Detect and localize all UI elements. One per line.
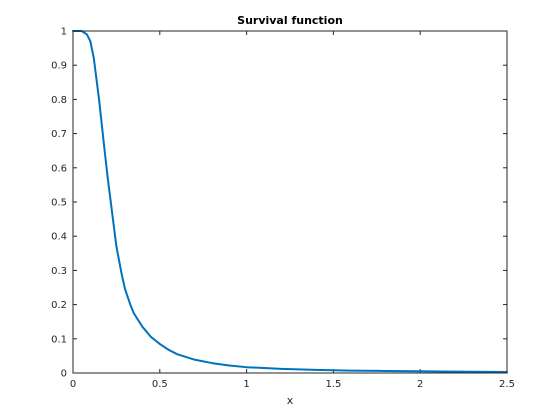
x-tick-label: 2 xyxy=(417,379,423,390)
y-tick-label: 0.9 xyxy=(51,61,67,72)
x-tick-label: 1 xyxy=(243,379,249,390)
x-tick-label: 0.5 xyxy=(152,379,168,390)
y-tick-label: 0.7 xyxy=(51,129,67,140)
y-tick-label: 0.8 xyxy=(51,95,67,106)
y-tick-label: 0.1 xyxy=(51,334,67,345)
chart-title: Survival function xyxy=(237,14,343,27)
tick-labels: 0 0.5 1 1.5 2 2.5 0 0.1 0.2 0.3 0.4 0.5 0.6 0.7 0.8 0.9… xyxy=(51,27,515,391)
y-tick-label: 1 xyxy=(61,27,67,38)
axes-box xyxy=(72,30,508,374)
x-tick-label: 0 xyxy=(70,379,76,390)
series-line xyxy=(72,30,508,373)
x-tick-label: 2.5 xyxy=(499,379,515,390)
x-tick-label: 1.5 xyxy=(325,379,341,390)
y-tick-label: 0.2 xyxy=(51,300,67,311)
y-tick-label: 0.5 xyxy=(51,198,67,209)
y-tick-label: 0.4 xyxy=(51,232,67,243)
plot-background xyxy=(73,31,507,373)
y-tick-label: 0.3 xyxy=(51,266,67,277)
y-tick-label: 0.6 xyxy=(51,163,67,174)
y-tick-label: 0 xyxy=(61,369,67,380)
x-axis-label: x xyxy=(287,394,294,407)
